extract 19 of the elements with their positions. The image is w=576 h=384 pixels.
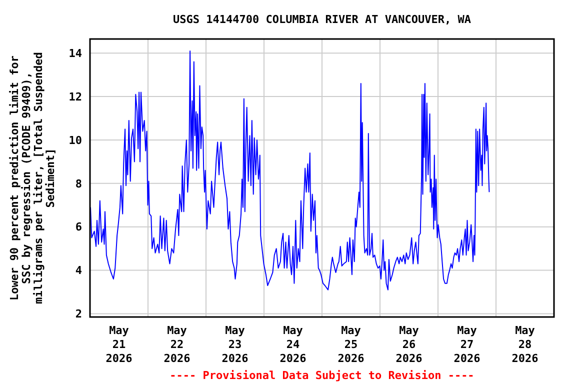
y-tick-label: 10 [68,134,82,147]
x-tick-label: May 24 2026 [280,324,307,365]
y-tick-label: 12 [68,90,82,104]
x-tick-label: May 26 2026 [396,324,423,365]
x-tick-label: May 28 2026 [512,324,539,365]
x-tick-label: May 27 2026 [454,324,481,365]
y-tick-label: 6 [75,220,82,234]
x-tick-label: May 21 2026 [106,324,133,365]
y-axis-title: Lower 90 percent prediction limit for SSC by regression (PCODE 99409), milligrams per liter, [Total Suspended Sediment] [8,52,57,304]
x-tick-label: May 25 2026 [338,324,365,365]
x-tick-label: May 22 2026 [164,324,191,365]
y-tick-label: 8 [75,177,82,190]
y-tick-label: 2 [75,308,82,321]
y-tick-label: 4 [75,264,82,278]
line-series [90,50,490,290]
text: ---- Provisional Data Subject to Revision ---- [170,369,474,382]
x-tick-label: May 23 2026 [222,324,249,365]
y-tick-label: 14 [68,46,82,60]
chart-title: USGS 14144700 COLUMBIA RIVER AT VANCOUVER, WA [172,13,472,26]
